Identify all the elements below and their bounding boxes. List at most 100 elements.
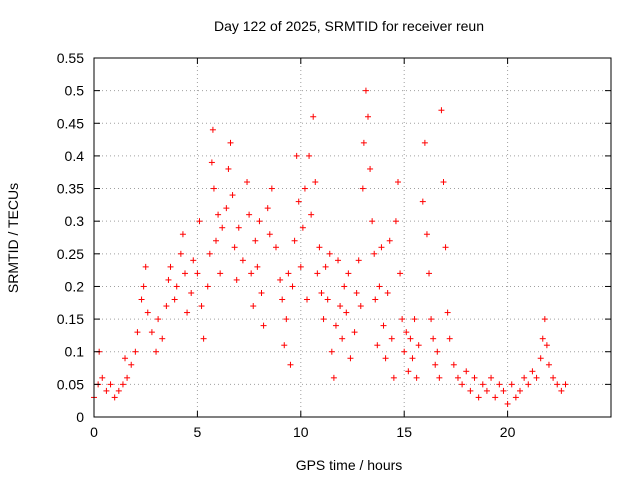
data-point — [430, 335, 437, 342]
data-point — [128, 361, 135, 368]
x-tick-label: 15 — [396, 424, 412, 440]
data-point — [304, 296, 311, 303]
data-point — [244, 179, 251, 186]
data-point — [432, 361, 439, 368]
data-point — [295, 198, 302, 205]
data-point — [467, 387, 474, 394]
data-point — [213, 237, 220, 244]
data-point — [266, 231, 273, 238]
data-point — [204, 283, 211, 290]
x-tick-labels: 0 5 10 15 20 — [90, 424, 515, 440]
data-point — [115, 387, 122, 394]
data-point — [258, 289, 265, 296]
data-point — [558, 387, 565, 394]
data-point — [281, 342, 288, 349]
data-point — [210, 185, 217, 192]
data-point — [229, 192, 236, 199]
data-point — [436, 374, 443, 381]
data-point — [440, 179, 447, 186]
data-point — [272, 244, 279, 251]
data-point — [554, 381, 561, 388]
data-point — [423, 231, 430, 238]
data-point — [246, 211, 253, 218]
data-point — [479, 381, 486, 388]
data-point — [312, 179, 319, 186]
data-point — [428, 316, 435, 323]
data-point — [252, 237, 259, 244]
data-point — [330, 374, 337, 381]
data-point — [369, 218, 376, 225]
data-point — [173, 283, 180, 290]
data-point — [233, 276, 240, 283]
data-point — [107, 381, 114, 388]
data-point — [454, 374, 461, 381]
data-point — [231, 244, 238, 251]
data-point — [219, 224, 226, 231]
data-point — [225, 165, 232, 172]
data-point — [293, 152, 300, 159]
y-tick-label: 0.4 — [65, 148, 85, 164]
data-point — [357, 303, 364, 310]
data-point — [537, 355, 544, 362]
grid — [94, 58, 611, 417]
data-points — [91, 87, 569, 407]
data-point — [190, 257, 197, 264]
data-point — [496, 381, 503, 388]
data-point — [306, 152, 313, 159]
data-point — [235, 224, 242, 231]
data-point — [148, 329, 155, 336]
data-point — [254, 263, 261, 270]
x-tick-label: 10 — [293, 424, 309, 440]
data-point — [339, 335, 346, 342]
data-point — [500, 387, 507, 394]
data-point — [132, 348, 139, 355]
data-point — [283, 316, 290, 323]
x-axis-label: GPS time / hours — [296, 457, 403, 473]
y-tick-label: 0.55 — [57, 50, 84, 66]
data-point — [459, 381, 466, 388]
data-point — [291, 237, 298, 244]
data-point — [138, 296, 145, 303]
data-point — [181, 270, 188, 277]
data-point — [260, 322, 267, 329]
data-point — [517, 387, 524, 394]
data-point — [438, 107, 445, 114]
data-point — [353, 289, 360, 296]
y-tick-label: 0.15 — [57, 311, 84, 327]
data-point — [326, 250, 333, 257]
y-axis-label: SRMTID / TECUs — [5, 183, 21, 293]
data-point — [287, 361, 294, 368]
data-point — [426, 270, 433, 277]
data-point — [297, 263, 304, 270]
data-point — [316, 244, 323, 251]
data-point — [397, 270, 404, 277]
data-point — [310, 113, 317, 120]
data-point — [421, 139, 428, 146]
data-point — [525, 381, 532, 388]
data-point — [545, 361, 552, 368]
data-point — [483, 387, 490, 394]
data-point — [475, 394, 482, 401]
data-point — [194, 270, 201, 277]
data-point — [390, 374, 397, 381]
data-point — [405, 368, 412, 375]
y-tick-label: 0.05 — [57, 376, 84, 392]
data-point — [341, 283, 348, 290]
data-point — [403, 329, 410, 336]
y-tick-label: 0.3 — [65, 213, 85, 229]
data-point — [111, 394, 118, 401]
chart-title: Day 122 of 2025, SRMTID for receiver reu… — [214, 18, 484, 34]
data-point — [378, 244, 385, 251]
data-point — [103, 387, 110, 394]
data-point — [365, 113, 372, 120]
data-point — [371, 250, 378, 257]
data-point — [200, 335, 207, 342]
data-point — [488, 374, 495, 381]
data-point — [320, 316, 327, 323]
data-point — [463, 368, 470, 375]
data-point — [159, 335, 166, 342]
data-point — [289, 283, 296, 290]
data-point — [492, 394, 499, 401]
y-tick-label: 0.1 — [65, 344, 85, 360]
